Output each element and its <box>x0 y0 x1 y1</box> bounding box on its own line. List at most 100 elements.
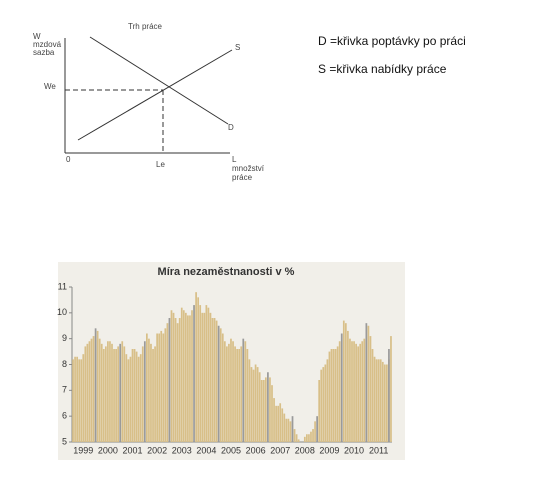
y-tick-label: 7 <box>62 385 67 395</box>
bar <box>355 343 357 442</box>
y-tick-label: 8 <box>62 359 67 369</box>
bar <box>264 377 267 442</box>
wage-label: We <box>44 82 56 91</box>
bar <box>234 346 236 442</box>
bar <box>277 405 280 442</box>
bar <box>240 346 243 442</box>
bar <box>107 341 109 442</box>
bar <box>160 330 163 442</box>
bar <box>361 341 364 442</box>
bar <box>193 305 195 442</box>
x-tick-label: 2002 <box>147 445 167 455</box>
bar <box>363 338 366 442</box>
bar <box>84 346 87 442</box>
bar <box>121 341 124 442</box>
bar <box>287 418 290 442</box>
y-axis-label: mzdová <box>33 40 62 49</box>
bar <box>283 413 286 442</box>
bar <box>310 431 312 442</box>
y-tick-label: 9 <box>62 333 67 343</box>
bar <box>148 338 150 442</box>
bar <box>291 416 294 442</box>
legend-text: D =křivka poptávky po práci <box>318 34 466 48</box>
bar <box>187 315 189 442</box>
bar <box>332 349 335 442</box>
bar <box>373 356 376 442</box>
bar <box>322 367 325 442</box>
bar <box>359 343 362 442</box>
bar <box>303 436 306 442</box>
bar <box>133 349 136 442</box>
bar <box>344 323 347 442</box>
bar <box>205 305 208 442</box>
bar <box>244 341 247 442</box>
bar <box>334 349 337 442</box>
bar <box>219 328 222 442</box>
bar <box>223 341 226 442</box>
bar <box>184 312 187 442</box>
bar <box>150 343 152 442</box>
x-tick-label: 1999 <box>73 445 93 455</box>
bar <box>279 403 282 442</box>
bar <box>182 310 185 442</box>
bar <box>232 341 234 442</box>
bar <box>203 312 206 442</box>
bar <box>195 292 197 442</box>
bar <box>123 346 126 442</box>
x-tick-label: 2005 <box>221 445 241 455</box>
bar <box>228 343 230 442</box>
bar <box>328 351 331 442</box>
bar <box>102 349 105 442</box>
bar <box>143 341 146 442</box>
bar <box>347 330 349 442</box>
x-tick-label: 2000 <box>98 445 118 455</box>
bar <box>162 333 165 442</box>
bar <box>109 341 111 442</box>
bar <box>267 372 269 442</box>
legend-text: S =křivka nabídky práce <box>318 62 447 76</box>
bar <box>211 318 214 442</box>
x-tick-label: 2003 <box>172 445 192 455</box>
bar <box>238 349 241 442</box>
supply-label: S <box>235 43 240 52</box>
bar <box>76 356 78 442</box>
origin-label: 0 <box>66 155 71 164</box>
bar <box>312 429 314 442</box>
bar <box>180 307 183 442</box>
bar <box>275 405 277 442</box>
bar <box>324 364 327 442</box>
bar <box>170 310 173 442</box>
x-tick-label: 2010 <box>344 445 364 455</box>
bar <box>125 354 128 442</box>
bar <box>221 333 224 442</box>
bar <box>127 359 130 442</box>
bar <box>248 359 251 442</box>
bar <box>226 346 228 442</box>
bar <box>256 367 259 442</box>
bar <box>295 434 298 442</box>
bar <box>269 377 271 442</box>
bar <box>207 307 210 442</box>
bar <box>289 421 292 442</box>
bar <box>117 346 120 442</box>
bar <box>365 323 368 442</box>
bar <box>92 336 95 442</box>
x-axis-label: množství <box>232 164 265 173</box>
bar <box>297 439 300 442</box>
bar <box>349 338 351 442</box>
bar <box>78 359 81 442</box>
bar <box>258 372 261 442</box>
bar <box>111 343 113 442</box>
bar <box>191 310 193 442</box>
bar <box>146 333 148 442</box>
bar <box>72 359 74 442</box>
bar <box>318 380 321 442</box>
bar <box>137 356 140 442</box>
bar <box>314 421 316 442</box>
bar <box>285 418 288 442</box>
y-axis-label: sazba <box>33 48 55 57</box>
bar <box>156 333 158 442</box>
bar <box>379 359 382 442</box>
bar <box>242 338 245 442</box>
